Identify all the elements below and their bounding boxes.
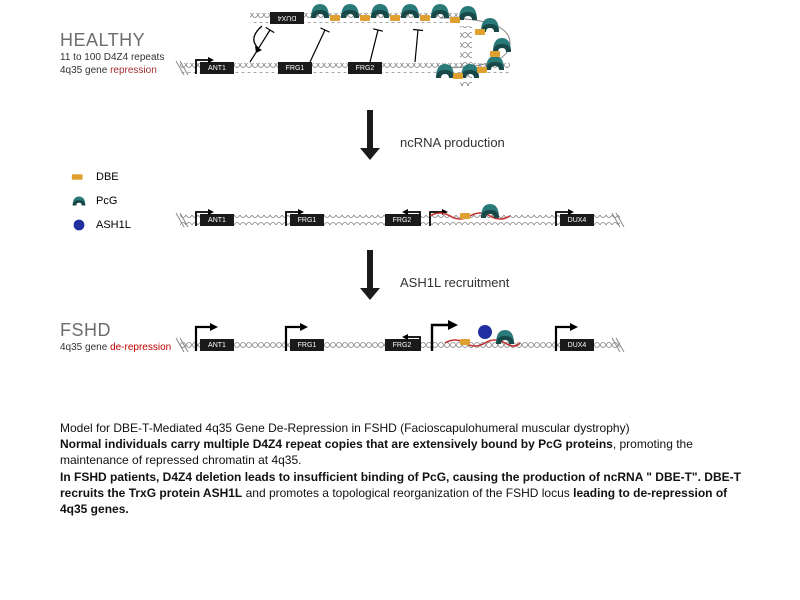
svg-text:FRG1: FRG1	[298, 342, 317, 349]
svg-text:DUX4: DUX4	[568, 217, 587, 224]
svg-text:FRG2: FRG2	[393, 217, 412, 224]
svg-text:FRG2: FRG2	[356, 65, 375, 72]
caption: Model for DBE-T-Mediated 4q35 Gene De-Re…	[60, 420, 750, 517]
svg-text:ANT1: ANT1	[208, 217, 226, 224]
molecular-diagram: ANT1 FRG1 FRG2 DUX4 ANT1 FRG1 FRG2 DUX4 ANT1 FRG1…	[0, 0, 800, 410]
svg-text:DUX4: DUX4	[278, 14, 297, 21]
caption-p1: Normal individuals carry multiple D4Z4 r…	[60, 436, 750, 468]
svg-text:FRG2: FRG2	[393, 342, 412, 349]
caption-title: Model for DBE-T-Mediated 4q35 Gene De-Re…	[60, 420, 750, 436]
svg-text:ANT1: ANT1	[208, 65, 226, 72]
svg-text:ANT1: ANT1	[208, 342, 226, 349]
svg-text:DUX4: DUX4	[568, 342, 587, 349]
caption-p2: In FSHD patients, D4Z4 deletion leads to…	[60, 469, 750, 518]
svg-text:FRG1: FRG1	[286, 65, 305, 72]
svg-text:FRG1: FRG1	[298, 217, 317, 224]
